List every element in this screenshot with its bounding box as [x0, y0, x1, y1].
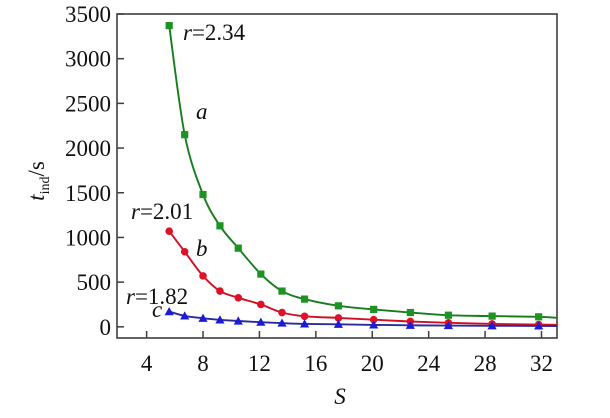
- triangle-marker: [198, 313, 208, 322]
- series-a: [165, 22, 558, 321]
- square-marker: [199, 190, 207, 199]
- curve-label-b: b: [196, 236, 208, 261]
- square-marker: [216, 222, 224, 230]
- circle-marker: [278, 308, 286, 317]
- circle-marker: [199, 272, 207, 280]
- triangle-marker: [299, 319, 310, 328]
- triangle-marker: [180, 311, 190, 320]
- y-tick-label: 2000: [65, 136, 111, 161]
- circle-marker: [334, 314, 343, 322]
- square-marker: [488, 312, 496, 320]
- x-tick-label: 20: [361, 351, 384, 376]
- square-marker: [234, 244, 242, 252]
- curve-label-c: c: [152, 297, 162, 322]
- square-marker: [278, 287, 286, 295]
- r-label-a: r=2.34: [183, 20, 246, 45]
- triangle-marker: [233, 316, 243, 325]
- series-c: [164, 307, 558, 330]
- y-tick-label: 0: [100, 315, 112, 340]
- square-marker: [444, 311, 453, 319]
- y-tick-label: 1000: [65, 225, 111, 250]
- triangle-marker: [443, 320, 454, 330]
- triangle-marker: [256, 317, 266, 326]
- square-marker: [406, 308, 414, 317]
- circle-marker: [369, 315, 378, 324]
- x-axis: 4 8 12 16 20 24 28 32: [141, 331, 553, 376]
- square-marker: [181, 131, 189, 139]
- triangle-marker: [277, 318, 287, 327]
- triangle-marker: [534, 321, 544, 330]
- y-tick-label: 2500: [65, 91, 111, 116]
- r-label-c: r=1.82: [126, 284, 188, 309]
- x-tick-label: 8: [197, 351, 209, 376]
- circle-marker: [165, 227, 173, 235]
- triangle-marker: [369, 320, 379, 329]
- fit-line-b: [168, 230, 558, 326]
- triangle-marker: [215, 315, 225, 324]
- y-tick-label: 3500: [65, 2, 111, 27]
- plot-frame: [116, 13, 558, 339]
- triangle-marker: [487, 321, 497, 330]
- r-label-b: r=2.01: [131, 199, 193, 224]
- x-tick-label: 28: [474, 351, 497, 376]
- square-marker: [370, 305, 378, 313]
- x-tick-label: 4: [141, 351, 153, 376]
- y-tick-label: 500: [77, 270, 112, 295]
- x-axis-title: S: [334, 384, 346, 409]
- y-tick-label: 1500: [65, 181, 111, 206]
- x-tick-label: 12: [248, 351, 271, 376]
- circle-marker: [180, 247, 189, 256]
- square-marker: [165, 22, 173, 30]
- x-tick-label: 24: [417, 351, 441, 376]
- square-marker: [257, 270, 265, 278]
- circle-marker: [257, 300, 265, 309]
- triangle-marker: [333, 319, 344, 328]
- y-tick-label: 3000: [65, 47, 111, 72]
- x-tick-label: 16: [304, 351, 327, 376]
- triangle-marker: [405, 320, 415, 329]
- square-marker: [334, 302, 343, 310]
- square-marker: [300, 295, 309, 303]
- series-b: [165, 227, 558, 329]
- curve-label-a: a: [196, 99, 208, 124]
- y-axis-title: tind/s: [24, 161, 53, 201]
- y-axis: 0 500 1000 1500 2000 2500 3000 3500: [65, 2, 124, 340]
- x-tick-label: 32: [530, 351, 553, 376]
- fit-line-a: [168, 25, 558, 319]
- circle-marker: [234, 293, 243, 302]
- square-marker: [535, 313, 543, 321]
- triangle-marker: [164, 307, 174, 316]
- circle-marker: [216, 287, 224, 295]
- circle-marker: [300, 312, 309, 321]
